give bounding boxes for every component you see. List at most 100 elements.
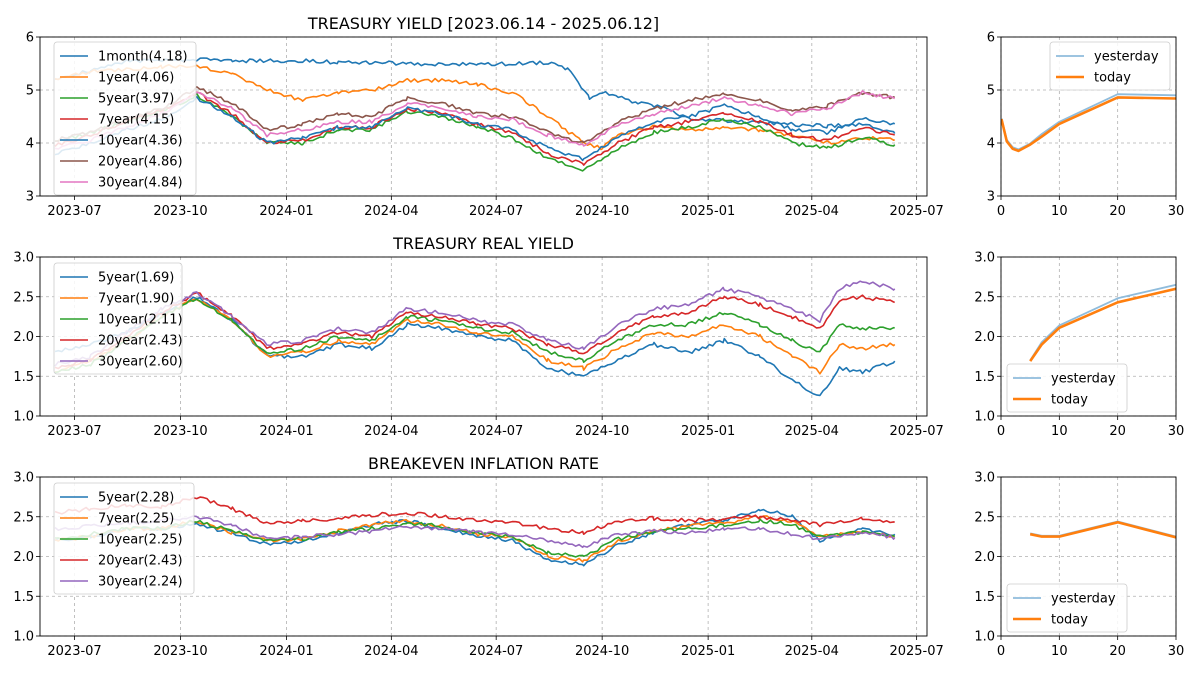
legend-label: 10year(2.11) bbox=[98, 313, 183, 328]
legend-label: 20year(4.86) bbox=[98, 155, 183, 170]
chart-nominal_curve: 0 10 20 30 3 4 5 6 yesterday today bbox=[987, 31, 1185, 220]
legend-label: 5year(1.69) bbox=[98, 271, 174, 286]
legend-label: 10year(4.36) bbox=[98, 134, 183, 149]
series-line-yesterday bbox=[1001, 93, 1176, 151]
legend-label: 10year(2.25) bbox=[98, 533, 183, 548]
x-tick-label: 2023-07 bbox=[47, 644, 101, 659]
x-tick-label: 2024-01 bbox=[259, 644, 313, 659]
y-tick-label: 3.0 bbox=[13, 471, 34, 486]
y-tick-label: 1.0 bbox=[974, 630, 995, 645]
y-tick-label: 3.0 bbox=[974, 471, 995, 486]
legend: 1month(4.18) 1year(4.06) 5year(3.97) 7year(… bbox=[53, 41, 197, 196]
legend-label: 30year(4.84) bbox=[98, 176, 183, 191]
x-tick-label: 2025-01 bbox=[681, 424, 735, 439]
x-tick-label: 2025-04 bbox=[785, 204, 839, 219]
legend-label: today bbox=[1094, 71, 1131, 86]
y-tick-label: 2.5 bbox=[13, 290, 34, 305]
x-tick-label: 2023-10 bbox=[153, 204, 207, 219]
series-line-yesterday bbox=[1030, 520, 1176, 538]
series-group bbox=[1001, 93, 1176, 153]
legend-label: 1year(4.06) bbox=[98, 71, 174, 86]
x-tick-label: 10 bbox=[1051, 424, 1068, 439]
chart-title: TREASURY REAL YIELD bbox=[392, 234, 574, 253]
x-tick-label: 2025-01 bbox=[681, 644, 735, 659]
legend-label: 20year(2.43) bbox=[98, 554, 183, 569]
legend-label: 7year(2.25) bbox=[98, 512, 174, 527]
x-tick-label: 0 bbox=[997, 424, 1005, 439]
legend-label: yesterday bbox=[1094, 50, 1159, 65]
x-tick-label: 20 bbox=[1109, 424, 1126, 439]
x-tick-label: 2023-07 bbox=[47, 424, 101, 439]
series-line-10year-2-11- bbox=[54, 298, 895, 374]
series-line-today bbox=[1029, 521, 1176, 539]
plot-frame bbox=[1000, 36, 1177, 197]
series-line-today bbox=[1029, 287, 1176, 362]
series-line-20year-2-43- bbox=[54, 291, 895, 370]
x-tick-label: 2024-07 bbox=[469, 424, 523, 439]
x-tick-label: 2025-01 bbox=[681, 204, 735, 219]
y-tick-label: 1.0 bbox=[13, 410, 34, 425]
legend: 5year(2.28) 7year(2.25) 10year(2.25) 20year… bbox=[53, 482, 195, 595]
series-line-7year-1-90- bbox=[55, 298, 896, 375]
series-group bbox=[1029, 283, 1176, 362]
x-tick-label: 2024-01 bbox=[259, 424, 313, 439]
chart-breakeven_ts: 2023-07 2023-10 2024-01 2024-04 2024-07 2024-… bbox=[13, 454, 943, 659]
legend-label: yesterday bbox=[1051, 592, 1116, 607]
legend-label: 5year(3.97) bbox=[98, 92, 174, 107]
legend-label: today bbox=[1051, 393, 1088, 408]
legend-label: 5year(2.28) bbox=[98, 491, 174, 506]
chart-title: BREAKEVEN INFLATION RATE bbox=[368, 454, 599, 473]
x-tick-label: 30 bbox=[1168, 424, 1185, 439]
series-line-today bbox=[1001, 96, 1176, 153]
x-tick-label: 2024-01 bbox=[259, 204, 313, 219]
plot-frame bbox=[39, 36, 928, 197]
x-tick-label: 2025-07 bbox=[889, 424, 943, 439]
y-tick-label: 1.5 bbox=[13, 370, 34, 385]
y-tick-label: 3.0 bbox=[13, 251, 34, 266]
x-tick-label: 20 bbox=[1109, 204, 1126, 219]
x-tick-label: 2024-04 bbox=[364, 424, 418, 439]
y-tick-label: 1.0 bbox=[974, 410, 995, 425]
chart-real_curve: 0 10 20 30 1.0 1.5 2.0 2.5 3.0 yesterday today bbox=[974, 251, 1184, 440]
series-line-30year-2-60- bbox=[54, 280, 896, 367]
y-tick-label: 6 bbox=[26, 31, 34, 46]
x-tick-label: 2023-07 bbox=[47, 204, 101, 219]
series-line-5year-1-69- bbox=[54, 296, 896, 397]
y-tick-label: 2.0 bbox=[974, 550, 995, 565]
y-tick-label: 2.0 bbox=[13, 550, 34, 565]
x-tick-label: 2025-07 bbox=[889, 644, 943, 659]
x-tick-label: 2024-07 bbox=[469, 644, 523, 659]
legend: yesterday today bbox=[1006, 363, 1128, 413]
legend-label: today bbox=[1051, 613, 1088, 628]
series-group bbox=[1029, 520, 1176, 539]
y-tick-label: 4 bbox=[26, 137, 34, 152]
y-tick-label: 5 bbox=[987, 84, 995, 99]
x-tick-label: 2024-04 bbox=[364, 644, 418, 659]
plot-frame bbox=[39, 476, 928, 637]
y-tick-label: 1.0 bbox=[13, 630, 34, 645]
chart-real_ts: 2023-07 2023-10 2024-01 2024-04 2024-07 2024-… bbox=[13, 234, 943, 439]
y-tick-label: 3.0 bbox=[974, 251, 995, 266]
legend-label: 30year(2.60) bbox=[98, 355, 183, 370]
y-tick-label: 4 bbox=[987, 137, 995, 152]
plot-frame bbox=[1000, 476, 1177, 637]
x-tick-label: 2025-04 bbox=[785, 644, 839, 659]
y-tick-label: 2.0 bbox=[13, 330, 34, 345]
x-tick-label: 2024-10 bbox=[575, 204, 629, 219]
y-tick-label: 3 bbox=[987, 190, 995, 205]
x-tick-label: 2025-07 bbox=[889, 204, 943, 219]
legend: yesterday today bbox=[1006, 583, 1128, 633]
x-tick-label: 2024-04 bbox=[364, 204, 418, 219]
x-tick-label: 30 bbox=[1168, 644, 1185, 659]
y-tick-label: 2.5 bbox=[13, 510, 34, 525]
x-tick-label: 30 bbox=[1168, 204, 1185, 219]
legend-label: 7year(4.15) bbox=[98, 113, 174, 128]
legend-label: 30year(2.24) bbox=[98, 575, 183, 590]
y-tick-label: 3 bbox=[26, 190, 34, 205]
y-tick-label: 1.5 bbox=[13, 590, 34, 605]
legend: yesterday today bbox=[1049, 41, 1171, 91]
x-tick-label: 20 bbox=[1109, 644, 1126, 659]
legend: 5year(1.69) 7year(1.90) 10year(2.11) 20year… bbox=[53, 262, 183, 375]
